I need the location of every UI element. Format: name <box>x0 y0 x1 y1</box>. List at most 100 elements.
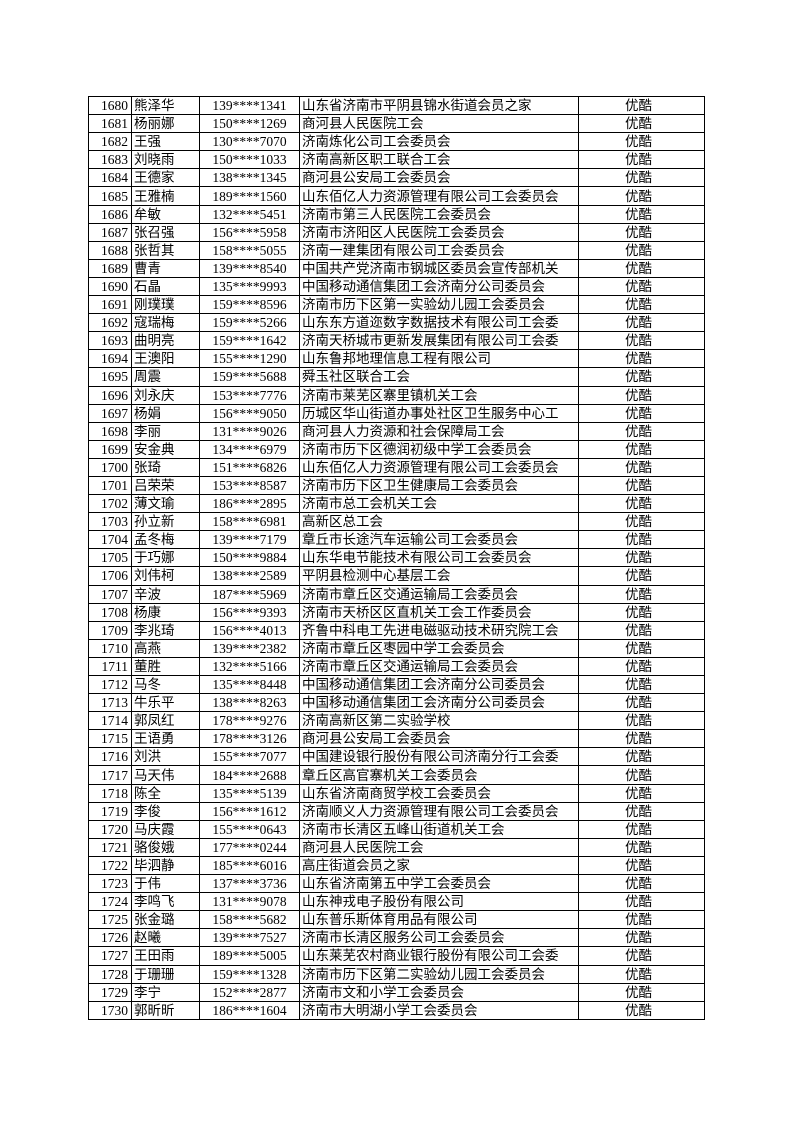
organization: 中国移动通信集团工会济南分公司委员会 <box>299 276 579 297</box>
person-name: 郭凤红 <box>131 711 200 731</box>
table-row: 1706 刘伟柯 138****2589 平阴县检测中心基层工会 优酷 <box>88 566 705 586</box>
phone: 156****9393 <box>199 602 300 622</box>
phone: 150****1033 <box>199 150 300 170</box>
row-number: 1695 <box>88 367 132 387</box>
row-number: 1726 <box>88 928 132 948</box>
person-name: 杨康 <box>131 602 200 622</box>
table-row: 1724 李鸣飞 131****9078 山东神戎电子股份有限公司 优酷 <box>88 892 705 912</box>
person-name: 杨娟 <box>131 403 200 423</box>
person-name: 刘洪 <box>131 747 200 767</box>
organization: 济南市历下区第二实验幼儿园工会委员会 <box>299 964 579 984</box>
row-number: 1723 <box>88 874 132 894</box>
phone: 156****5958 <box>199 222 300 242</box>
person-name: 高燕 <box>131 638 200 658</box>
award: 优酷 <box>578 95 705 116</box>
organization: 商河县公安局工会委员会 <box>299 168 579 188</box>
organization: 商河县人力资源和社会保障局工会 <box>299 421 579 441</box>
award: 优酷 <box>578 656 705 677</box>
phone: 153****8587 <box>199 475 300 496</box>
organization: 山东普乐斯体育用品有限公司 <box>299 910 579 930</box>
award: 优酷 <box>578 168 705 188</box>
row-number: 1714 <box>88 711 132 731</box>
organization: 济南市长清区服务公司工会委员会 <box>299 928 579 948</box>
row-number: 1705 <box>88 548 132 568</box>
person-name: 薄文瑜 <box>131 494 200 514</box>
organization: 山东省济南市平阴县锦水街道会员之家 <box>299 95 579 116</box>
phone: 150****9884 <box>199 548 300 568</box>
row-number: 1685 <box>88 186 132 206</box>
phone: 156****9050 <box>199 403 300 423</box>
organization: 中国共产党济南市钢城区委员会宣传部机关 <box>299 258 579 278</box>
organization: 山东省济南商贸学校工会委员会 <box>299 783 579 803</box>
award-table: 1680 熊泽华 139****1341 山东省济南市平阴县锦水街道会员之家 优酷 168… <box>88 95 705 1020</box>
organization: 山东鲁邦地理信息工程有限公司 <box>299 349 579 369</box>
table-row: 1709 李兆琦 156****4013 齐鲁中科电工先进电磁驱动技术研究院工会 优酷 <box>88 620 705 640</box>
phone: 153****7776 <box>199 385 300 405</box>
phone: 158****5055 <box>199 240 300 260</box>
row-number: 1730 <box>88 1000 132 1020</box>
table-row: 1705 于巧娜 150****9884 山东华电节能技术有限公司工会委员会 优酷 <box>88 548 705 568</box>
person-name: 吕荣荣 <box>131 475 200 496</box>
table-row: 1683 刘晓雨 150****1033 济南高新区职工联合工会 优酷 <box>88 150 705 170</box>
person-name: 于珊珊 <box>131 964 200 984</box>
row-number: 1690 <box>88 276 132 297</box>
row-number: 1694 <box>88 349 132 369</box>
row-number: 1681 <box>88 114 132 134</box>
table-row: 1723 于伟 137****3736 山东省济南第五中学工会委员会 优酷 <box>88 874 705 894</box>
organization: 济南高新区第二实验学校 <box>299 711 579 731</box>
person-name: 寇瑞梅 <box>131 313 200 333</box>
person-name: 王田雨 <box>131 946 200 966</box>
phone: 134****6979 <box>199 439 300 459</box>
person-name: 王语勇 <box>131 729 200 749</box>
table-row: 1713 牛乐平 138****8263 中国移动通信集团工会济南分公司委员会 优酷 <box>88 693 705 713</box>
phone: 150****1269 <box>199 114 300 134</box>
row-number: 1683 <box>88 150 132 170</box>
table-row: 1682 王强 130****7070 济南炼化公司工会委员会 优酷 <box>88 132 705 152</box>
phone: 159****1642 <box>199 331 300 351</box>
award: 优酷 <box>578 530 705 550</box>
phone: 155****0643 <box>199 819 300 839</box>
award: 优酷 <box>578 457 705 477</box>
row-number: 1686 <box>88 204 132 224</box>
row-number: 1708 <box>88 602 132 622</box>
table-row: 1685 王雅楠 189****1560 山东佰亿人力资源管理有限公司工会委员会 优酷 <box>88 186 705 206</box>
person-name: 周震 <box>131 367 200 387</box>
organization: 山东省济南第五中学工会委员会 <box>299 874 579 894</box>
organization: 舜玉社区联合工会 <box>299 367 579 387</box>
phone: 186****2895 <box>199 494 300 514</box>
organization: 中国移动通信集团工会济南分公司委员会 <box>299 693 579 713</box>
row-number: 1706 <box>88 566 132 586</box>
award: 优酷 <box>578 928 705 948</box>
row-number: 1699 <box>88 439 132 459</box>
person-name: 刘伟柯 <box>131 566 200 586</box>
phone: 131****9026 <box>199 421 300 441</box>
organization: 济南市文和小学工会委员会 <box>299 982 579 1002</box>
phone: 139****7179 <box>199 530 300 550</box>
award: 优酷 <box>578 783 705 803</box>
organization: 齐鲁中科电工先进电磁驱动技术研究院工会 <box>299 620 579 640</box>
person-name: 李鸣飞 <box>131 892 200 912</box>
organization: 济南顺义人力资源管理有限公司工会委员会 <box>299 801 579 821</box>
phone: 137****3736 <box>199 874 300 894</box>
person-name: 牟敏 <box>131 204 200 224</box>
organization: 济南市章丘区交通运输局工会委员会 <box>299 584 579 604</box>
award: 优酷 <box>578 349 705 369</box>
row-number: 1703 <box>88 512 132 532</box>
person-name: 于巧娜 <box>131 548 200 568</box>
award: 优酷 <box>578 186 705 206</box>
row-number: 1709 <box>88 620 132 640</box>
award: 优酷 <box>578 584 705 604</box>
person-name: 曲明亮 <box>131 331 200 351</box>
organization: 山东神戎电子股份有限公司 <box>299 892 579 912</box>
award: 优酷 <box>578 855 705 876</box>
person-name: 李丽 <box>131 421 200 441</box>
table-row: 1680 熊泽华 139****1341 山东省济南市平阴县锦水街道会员之家 优酷 <box>88 95 705 116</box>
phone: 135****5139 <box>199 783 300 803</box>
phone: 189****5005 <box>199 946 300 966</box>
organization: 济南市历下区卫生健康局工会委员会 <box>299 475 579 496</box>
table-row: 1681 杨丽娜 150****1269 商河县人民医院工会 优酷 <box>88 114 705 134</box>
award: 优酷 <box>578 638 705 658</box>
row-number: 1721 <box>88 837 132 857</box>
row-number: 1715 <box>88 729 132 749</box>
phone: 158****6981 <box>199 512 300 532</box>
